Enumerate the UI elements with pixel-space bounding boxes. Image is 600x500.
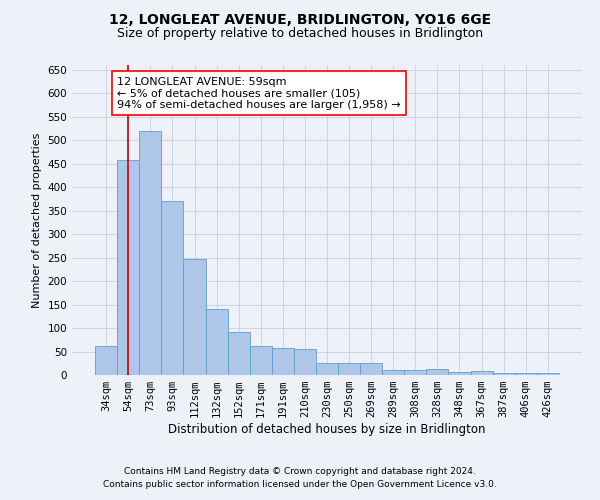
Text: 12, LONGLEAT AVENUE, BRIDLINGTON, YO16 6GE: 12, LONGLEAT AVENUE, BRIDLINGTON, YO16 6…: [109, 12, 491, 26]
Text: 12 LONGLEAT AVENUE: 59sqm
← 5% of detached houses are smaller (105)
94% of semi-: 12 LONGLEAT AVENUE: 59sqm ← 5% of detach…: [117, 76, 401, 110]
Bar: [206, 309, 227, 375]
Bar: [161, 201, 184, 375]
Bar: [338, 363, 360, 375]
Bar: [427, 369, 448, 375]
Text: Contains public sector information licensed under the Open Government Licence v3: Contains public sector information licen…: [103, 480, 497, 489]
Bar: [404, 370, 427, 375]
Bar: [360, 363, 382, 375]
Bar: [470, 371, 493, 375]
Bar: [294, 349, 316, 375]
Bar: [537, 373, 559, 375]
Bar: [316, 363, 338, 375]
Bar: [448, 372, 470, 375]
Bar: [493, 373, 515, 375]
Bar: [272, 348, 294, 375]
Bar: [250, 346, 272, 375]
Bar: [95, 346, 117, 375]
Text: Size of property relative to detached houses in Bridlington: Size of property relative to detached ho…: [117, 28, 483, 40]
Bar: [515, 372, 537, 375]
Bar: [184, 258, 206, 375]
Text: Contains HM Land Registry data © Crown copyright and database right 2024.: Contains HM Land Registry data © Crown c…: [124, 467, 476, 476]
Bar: [227, 332, 250, 375]
Bar: [382, 370, 404, 375]
Bar: [139, 131, 161, 375]
X-axis label: Distribution of detached houses by size in Bridlington: Distribution of detached houses by size …: [168, 423, 486, 436]
Y-axis label: Number of detached properties: Number of detached properties: [32, 132, 42, 308]
Bar: [117, 160, 139, 375]
